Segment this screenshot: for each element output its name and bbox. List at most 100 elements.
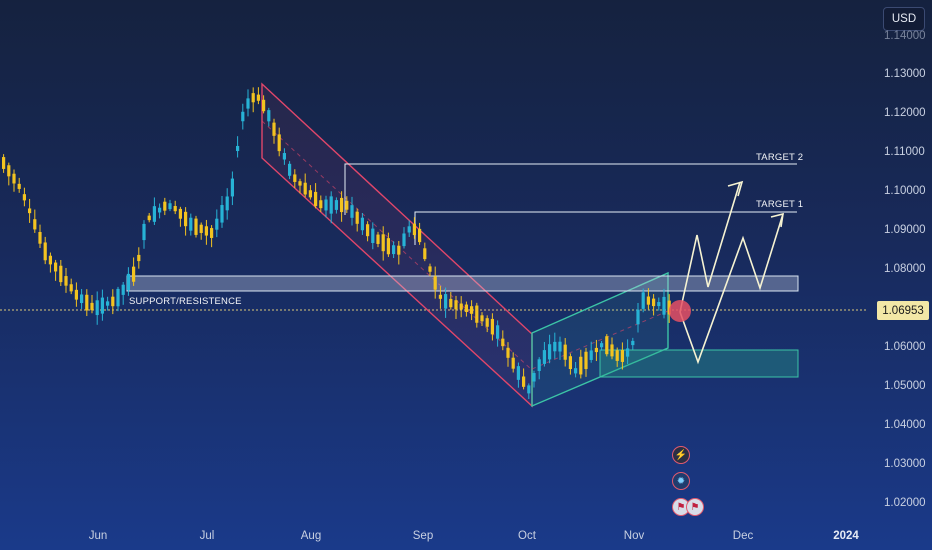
candle-body	[428, 266, 432, 272]
candle-body	[168, 203, 172, 210]
candle-body	[85, 294, 89, 311]
candle-body	[412, 223, 416, 236]
candle-body	[282, 153, 286, 160]
candle-body	[48, 255, 52, 265]
candle-body	[418, 228, 422, 243]
candle-body	[485, 318, 489, 327]
candle-body	[641, 292, 645, 309]
current-price-marker[interactable]	[669, 300, 691, 322]
price-tick: 1.09000	[884, 224, 926, 236]
candle-body	[553, 341, 557, 352]
target-1-line[interactable]	[414, 211, 797, 245]
candle-body	[184, 211, 188, 227]
candle-body	[475, 305, 479, 323]
candle-body	[152, 206, 156, 222]
candle-body	[116, 288, 120, 307]
candle-body	[516, 366, 520, 380]
candle-body	[308, 190, 312, 198]
price-tick: 1.03000	[884, 458, 926, 470]
candle-body	[558, 341, 562, 352]
price-tick: 1.08000	[884, 263, 926, 275]
candle-body	[204, 226, 208, 236]
candle-body	[449, 298, 453, 308]
candle-body	[59, 265, 63, 283]
candle-body	[7, 165, 11, 177]
candle-body	[522, 376, 526, 387]
flag-icon[interactable]: ⚑	[686, 498, 704, 516]
candle-body	[620, 350, 624, 362]
candle-body	[319, 200, 323, 209]
candle-body	[22, 194, 26, 201]
candle-body	[121, 284, 125, 295]
candle-body	[600, 343, 604, 348]
candle-body	[366, 224, 370, 237]
settings-icon[interactable]: ✹	[672, 472, 690, 490]
price-tick: 1.05000	[884, 380, 926, 392]
candle-body	[381, 234, 385, 252]
candle-body	[126, 273, 130, 291]
candle-body	[54, 262, 58, 272]
candle-body	[189, 217, 193, 231]
candle-body	[397, 245, 401, 255]
candle-body	[74, 289, 78, 300]
candle-body	[568, 356, 572, 370]
candle-body	[111, 296, 115, 307]
projection-path-alt[interactable]	[679, 181, 741, 313]
candle-body	[272, 122, 276, 136]
candle-body	[532, 373, 536, 382]
ascending-channel-mid	[531, 310, 669, 370]
candle-body	[314, 191, 318, 207]
support-resistance-zone[interactable]	[126, 275, 799, 292]
time-tick-dec: Dec	[732, 530, 754, 542]
candle-body	[137, 254, 141, 262]
arrow-head-target-2	[727, 180, 744, 197]
candle-body	[329, 196, 333, 214]
candle-body	[657, 302, 661, 307]
candle-body	[433, 276, 437, 290]
candle-body	[584, 351, 588, 370]
candle-body	[340, 197, 344, 213]
candle-body	[80, 294, 84, 304]
demand-zone[interactable]	[599, 349, 799, 378]
candle-body	[470, 306, 474, 314]
price-tick: 1.02000	[884, 497, 926, 509]
candle-body	[303, 182, 307, 195]
candle-body	[350, 205, 354, 218]
target-1-label: TARGET 1	[756, 199, 804, 210]
time-tick-2024: 2024	[833, 530, 859, 542]
projection-path[interactable]	[679, 213, 784, 365]
descending-channel[interactable]	[261, 82, 533, 408]
currency-button[interactable]: USD	[883, 7, 925, 31]
candle-body	[392, 245, 396, 255]
time-tick-jul: Jul	[199, 530, 215, 542]
candle-body	[225, 196, 229, 211]
candle-body	[100, 297, 104, 314]
candle-body	[615, 350, 619, 361]
candle-body	[537, 359, 541, 371]
candle-body	[386, 238, 390, 255]
candle-body	[241, 111, 245, 122]
candle-body	[324, 199, 328, 211]
target-2-line[interactable]	[344, 163, 797, 215]
candle-body	[277, 134, 281, 152]
candle-body	[579, 356, 583, 375]
time-tick-oct: Oct	[518, 530, 536, 542]
time-tick-sep: Sep	[412, 530, 434, 542]
candle-body	[163, 201, 167, 211]
lightning-icon[interactable]: ⚡	[672, 446, 690, 464]
candle-body	[652, 298, 656, 307]
candle-body	[589, 350, 593, 360]
candle-body	[147, 215, 151, 221]
candle-body	[262, 99, 266, 112]
candle-body	[423, 248, 427, 260]
candle-body	[288, 163, 292, 176]
candle-body	[33, 219, 37, 230]
candle-body	[360, 217, 364, 231]
candle-body	[636, 309, 640, 325]
candle-body	[454, 300, 458, 310]
candle-body	[345, 200, 349, 210]
candle-body	[480, 315, 484, 322]
candle-body	[464, 304, 468, 312]
candle-body	[298, 181, 302, 186]
